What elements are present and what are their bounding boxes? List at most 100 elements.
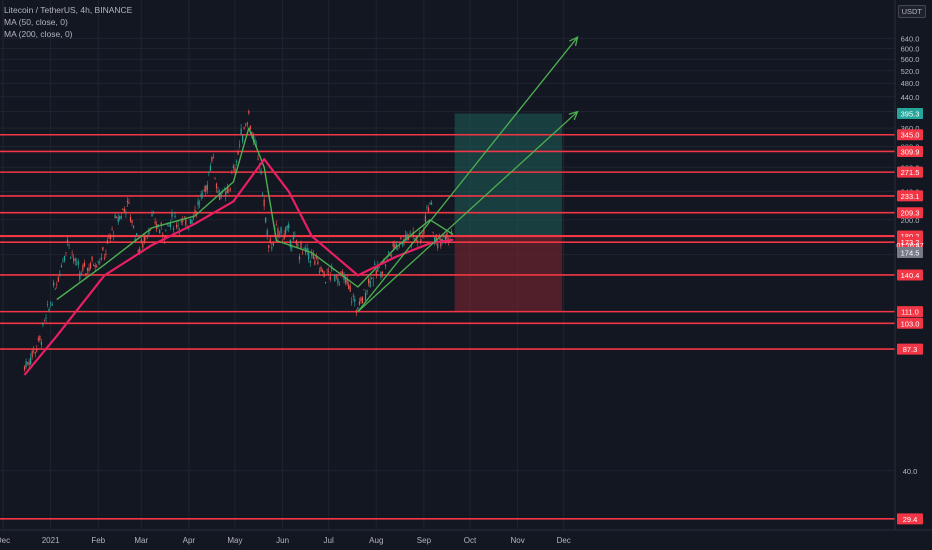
candle-body: [309, 260, 311, 263]
candle-body: [395, 243, 397, 246]
candle-body: [69, 257, 72, 259]
level-label: 111.0: [901, 308, 919, 317]
candle-body: [132, 225, 135, 228]
candle-body: [346, 277, 348, 285]
time-tick-label: Mar: [134, 536, 148, 545]
price-tick-label: 560.0: [901, 55, 920, 64]
candle-body: [318, 271, 321, 273]
candle-body: [332, 269, 334, 271]
candle-body: [134, 238, 136, 241]
candle-body: [344, 277, 347, 283]
current-price-label: 174.5: [901, 249, 920, 258]
price-axis[interactable]: 40.0160.0200.0240.0280.0320.0360.0400.04…: [894, 0, 932, 550]
price-tick-label: 600.0: [901, 44, 920, 53]
candle-body: [397, 248, 399, 249]
candle-body: [194, 209, 196, 214]
candle-body: [199, 203, 201, 204]
level-label: 345.0: [901, 131, 920, 140]
candle-body: [36, 349, 38, 352]
level-label-bg: [897, 236, 923, 248]
time-tick-label: Jun: [276, 536, 289, 545]
candle-body: [105, 253, 107, 255]
candle-body: [277, 228, 279, 236]
ma50-line: [56, 127, 454, 301]
candle-body: [389, 253, 391, 257]
level-label-bg: [897, 306, 923, 318]
ma50-legend[interactable]: MA (50, close, 0): [4, 17, 68, 27]
candle-body: [255, 144, 258, 146]
candle-body: [79, 272, 81, 280]
candle-body: [91, 256, 93, 261]
chart-grid: [0, 0, 895, 530]
current-price-bg: [897, 247, 923, 259]
candle-body: [23, 366, 26, 370]
candle-body: [364, 292, 367, 301]
trend-line: [357, 36, 579, 313]
candle-body: [99, 261, 101, 263]
price-tick-label: 440.0: [901, 93, 920, 102]
candle-body: [73, 258, 75, 261]
candle-body: [335, 276, 337, 278]
candle-body: [324, 282, 327, 283]
candle-body: [351, 301, 353, 303]
candle-body: [297, 244, 299, 247]
candle-body: [189, 219, 192, 224]
candle-body: [446, 232, 448, 239]
level-label: 29.4: [903, 515, 918, 524]
candle-body: [42, 324, 44, 326]
candle-body: [182, 219, 184, 222]
time-tick-label: Dec: [0, 536, 10, 545]
ma200-legend[interactable]: MA (200, close, 0): [4, 29, 73, 39]
candle-body: [323, 271, 325, 277]
level-label-bg: [897, 343, 923, 355]
trend-arrow-head: [569, 35, 579, 47]
candle-body: [424, 215, 427, 223]
candle-body: [355, 309, 357, 313]
candle-body: [372, 281, 374, 282]
candle-body: [357, 307, 359, 309]
candle-body: [238, 144, 241, 146]
countdown-label: 01:16:47: [896, 243, 923, 250]
candle-body: [314, 260, 316, 265]
candle-body: [257, 158, 259, 160]
candle-body: [160, 222, 162, 226]
candle-body: [94, 265, 96, 268]
candle-body: [334, 274, 336, 282]
candle-body: [329, 276, 331, 280]
candle-body: [66, 239, 69, 243]
candle-body: [340, 271, 342, 275]
level-label: 87.3: [903, 345, 918, 354]
candle-body: [200, 193, 202, 198]
candle-body: [443, 235, 445, 236]
price-tick-label: 40.0: [903, 467, 918, 476]
candle-body: [140, 239, 142, 242]
level-label: 309.9: [901, 147, 920, 156]
candle-body: [137, 250, 139, 253]
candle-body: [48, 308, 50, 312]
trend-lines: [357, 35, 579, 313]
candle-body: [214, 177, 216, 179]
candle-body: [265, 217, 267, 223]
time-axis[interactable]: Dec 2021 Feb Mar Apr May Jun Jul Aug Sep Oct Nov Dec: [0, 529, 932, 545]
candle-body: [103, 258, 105, 260]
trend-arrow-head: [568, 110, 579, 121]
candle-body: [50, 302, 52, 304]
candle-body: [271, 247, 273, 249]
candle-body: [148, 230, 150, 235]
candle-body: [159, 230, 161, 234]
target-label: 395.3: [901, 110, 920, 119]
candle-body: [146, 234, 149, 238]
candle-body: [46, 303, 49, 305]
currency-badge[interactable]: USDT: [897, 5, 926, 18]
candle-body: [116, 217, 118, 218]
candle-body: [245, 125, 247, 126]
candle-body: [352, 295, 354, 297]
candle-body: [226, 187, 228, 194]
candle-body: [71, 252, 73, 254]
symbol-title[interactable]: Litecoin / TetherUS, 4h, BINANCE: [4, 5, 133, 15]
candle-body: [237, 151, 239, 155]
candle-body: [377, 264, 379, 272]
level-label: 103.0: [901, 319, 920, 328]
candle-body: [371, 277, 373, 279]
